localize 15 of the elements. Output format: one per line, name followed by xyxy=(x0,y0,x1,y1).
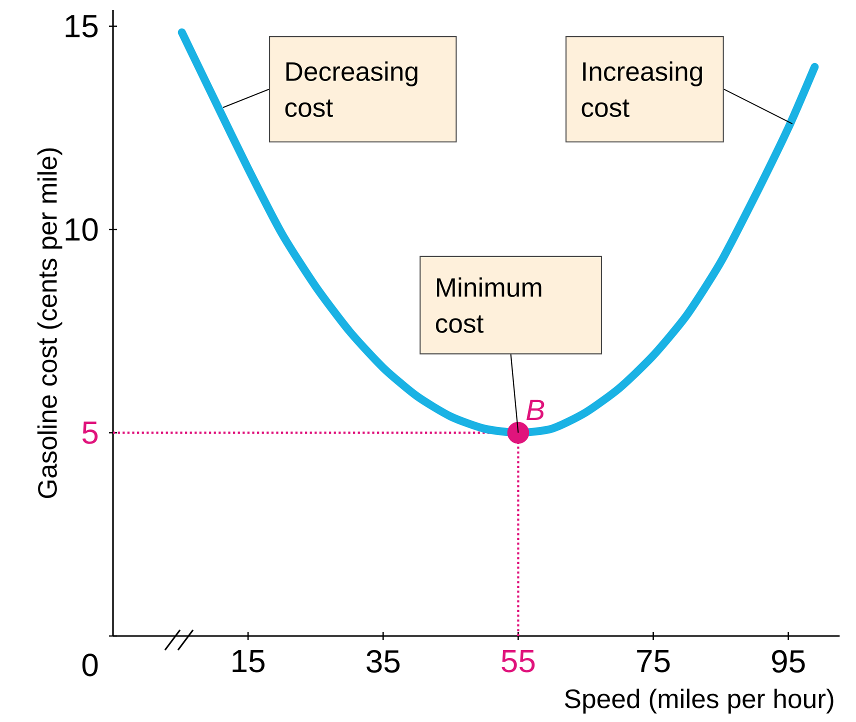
x-tick-label: 15 xyxy=(232,650,265,672)
x-axis-title: Speed (miles per hour) xyxy=(564,688,834,714)
y-tick-label: 5 xyxy=(82,422,98,444)
x-tick-label: 55 xyxy=(502,650,535,672)
annotation: Increasing cost xyxy=(582,61,702,117)
annotation: Minimum cost xyxy=(436,277,542,333)
series-label: B xyxy=(526,400,544,420)
y-tick-label: 10 xyxy=(66,218,98,241)
annotation: Decreasing cost xyxy=(285,61,418,117)
y-axis-title: Gasoline cost (cents per mile) xyxy=(37,148,62,498)
x-tick-label: 35 xyxy=(366,650,400,673)
y-tick-label: 15 xyxy=(66,15,98,38)
x-tick-label: 95 xyxy=(772,650,805,673)
x-tick-label: 75 xyxy=(637,650,670,672)
y-tick-label: 0 xyxy=(82,654,98,676)
